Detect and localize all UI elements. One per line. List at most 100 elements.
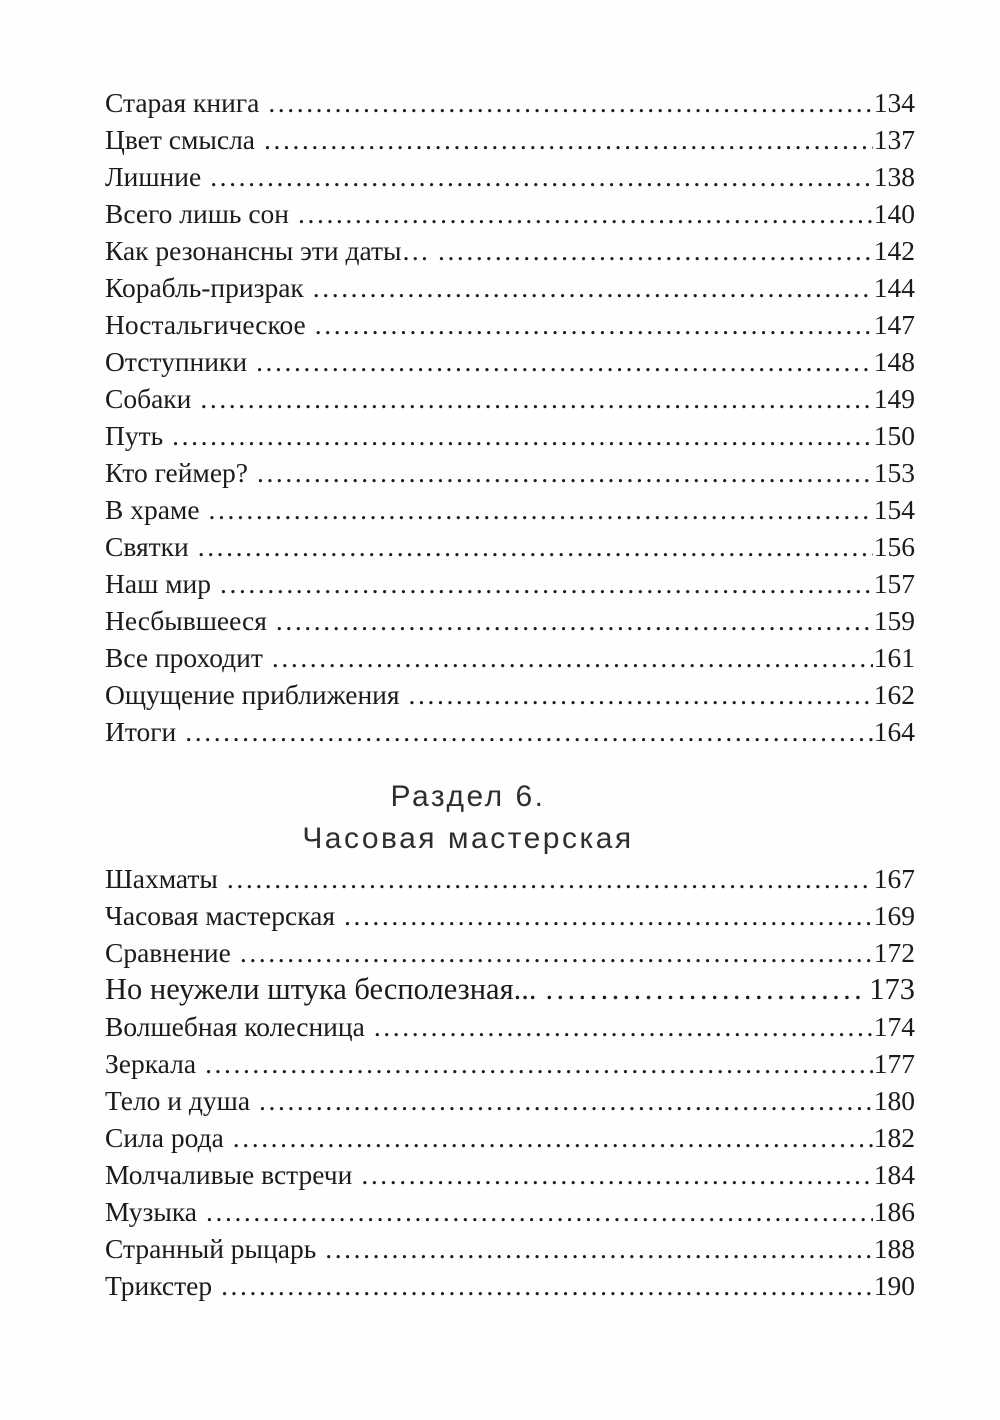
toc-leader-dots: ........................................… (325, 1233, 873, 1264)
toc-entry-page: 138 (873, 161, 915, 192)
toc-list-block2: Шахматы.................................… (105, 860, 915, 1304)
toc-leader-dots: ........................................… (239, 937, 873, 968)
toc-leader-dots: ........................................… (259, 1085, 873, 1116)
toc-entry-title: В храме (105, 494, 200, 525)
toc-entry-page: 142 (873, 235, 915, 266)
toc-entry-page: 172 (873, 937, 915, 968)
toc-entry: Но неужели штука бесполезная............… (105, 971, 915, 1008)
toc-entry-title: Как резонансны эти даты… (105, 235, 429, 266)
toc-entry-page: 186 (873, 1196, 915, 1227)
toc-entry-title: Сравнение (105, 937, 231, 968)
toc-entry: Путь....................................… (105, 417, 915, 454)
toc-entry: Цвет смысла.............................… (105, 121, 915, 158)
toc-entry: Несбывшееся.............................… (105, 602, 915, 639)
toc-entry-page: 148 (873, 346, 915, 377)
toc-leader-dots: ........................................… (437, 235, 873, 266)
toc-leader-dots: ........................................… (408, 679, 873, 710)
toc-leader-dots: ........................................… (185, 716, 873, 747)
toc-leader-dots: ........................................… (373, 1011, 873, 1042)
toc-entry-title: Кто геймер? (105, 457, 248, 488)
toc-entry-title: Несбывшееся (105, 605, 267, 636)
toc-entry-title: Наш мир (105, 568, 211, 599)
toc-entry-page: 190 (873, 1270, 915, 1301)
toc-leader-dots: ........................................… (361, 1159, 873, 1190)
toc-entry-page: 140 (873, 198, 915, 229)
toc-entry: Сравнение...............................… (105, 934, 915, 971)
toc-entry-page: 184 (873, 1159, 915, 1190)
toc-entry-title: Цвет смысла (105, 124, 256, 155)
toc-leader-dots: ........................................… (545, 972, 862, 1006)
toc-leader-dots: ........................................… (220, 568, 873, 599)
toc-entry-title: Тело и душа (105, 1085, 251, 1116)
toc-entry-title: Странный рыцарь (105, 1233, 317, 1264)
toc-entry: Музыка..................................… (105, 1193, 915, 1230)
toc-entry-page: 161 (873, 642, 915, 673)
toc-entry-title: Отступники (105, 346, 248, 377)
section-header-number: Раздел 6. (390, 780, 546, 813)
toc-entry-page: 180 (873, 1085, 915, 1116)
toc-entry-title: Но неужели штука бесполезная... (105, 972, 537, 1006)
toc-leader-dots: ........................................… (312, 272, 873, 303)
section-header-title: Часовая мастерская (302, 822, 634, 855)
toc-entry-page: 154 (873, 494, 915, 525)
toc-entry-title: Зеркала (105, 1048, 197, 1079)
toc-entry-page: 144 (873, 272, 915, 303)
toc-entry-page: 134 (873, 87, 915, 118)
toc-entry: Молчаливые встречи......................… (105, 1156, 915, 1193)
toc-entry-page: 177 (873, 1048, 915, 1079)
toc-entry-title: Путь (105, 420, 164, 451)
toc-entry: Наш мир.................................… (105, 565, 915, 602)
toc-entry-title: Все проходит (105, 642, 263, 673)
toc-entry: Часовая мастерская......................… (105, 897, 915, 934)
toc-entry-title: Часовая мастерская (105, 900, 335, 931)
toc-entry: Шахматы.................................… (105, 860, 915, 897)
toc-entry-page: 159 (873, 605, 915, 636)
toc-entry-page: 153 (873, 457, 915, 488)
toc-entry-title: Ностальгическое (105, 309, 306, 340)
toc-entry-title: Шахматы (105, 863, 218, 894)
toc-entry: Трикстер................................… (105, 1267, 915, 1304)
toc-list-block1: Старая книга............................… (105, 84, 915, 750)
toc-entry-title: Музыка (105, 1196, 198, 1227)
toc-entry-title: Старая книга (105, 87, 260, 118)
toc-leader-dots: ........................................… (344, 900, 873, 931)
toc-leader-dots: ........................................… (208, 494, 873, 525)
toc-entry: В храме.................................… (105, 491, 915, 528)
toc-entry-page: 162 (873, 679, 915, 710)
toc-entry-page: 169 (873, 900, 915, 931)
toc-entry-page: 137 (873, 124, 915, 155)
toc-leader-dots: ........................................… (256, 346, 873, 377)
toc-entry: Как резонансны эти даты…................… (105, 232, 915, 269)
toc-entry-page: 164 (873, 716, 915, 747)
toc-entry-page: 167 (873, 863, 915, 894)
toc-leader-dots: ........................................… (314, 309, 873, 340)
toc-entry: Тело и душа.............................… (105, 1082, 915, 1119)
toc-entry: Всего лишь сон..........................… (105, 195, 915, 232)
toc-leader-dots: ........................................… (226, 863, 873, 894)
toc-entry-title: Ощущение приближения (105, 679, 400, 710)
toc-leader-dots: ........................................… (264, 124, 873, 155)
toc-entry: Лишние..................................… (105, 158, 915, 195)
toc-entry: Итоги...................................… (105, 713, 915, 750)
toc-entry: Ощущение приближения....................… (105, 676, 915, 713)
toc-entry-title: Волшебная колесница (105, 1011, 365, 1042)
toc-entry: Сила рода...............................… (105, 1119, 915, 1156)
toc-entry-page: 147 (873, 309, 915, 340)
toc-entry-page: 149 (873, 383, 915, 414)
toc-leader-dots: ........................................… (298, 198, 873, 229)
toc-entry-page: 182 (873, 1122, 915, 1153)
toc-leader-dots: ........................................… (221, 1270, 873, 1301)
toc-entry-title: Святки (105, 531, 189, 562)
toc-entry: Странный рыцарь.........................… (105, 1230, 915, 1267)
toc-entry-title: Собаки (105, 383, 192, 414)
toc-entry: Все проходит............................… (105, 639, 915, 676)
toc-entry-page: 174 (873, 1011, 915, 1042)
toc-entry: Старая книга............................… (105, 84, 915, 121)
toc-leader-dots: ........................................… (275, 605, 873, 636)
toc-entry-title: Лишние (105, 161, 202, 192)
toc-entry-page: 156 (873, 531, 915, 562)
toc-leader-dots: ........................................… (172, 420, 873, 451)
toc-entry: Отступники..............................… (105, 343, 915, 380)
toc-entry-page: 173 (869, 972, 915, 1006)
